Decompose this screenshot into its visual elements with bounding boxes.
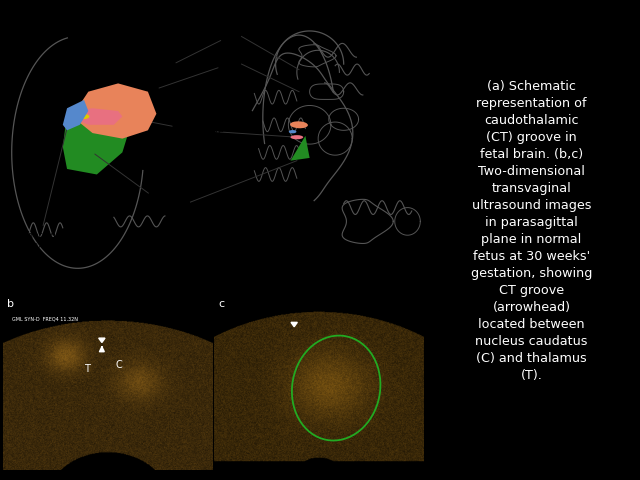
Polygon shape [76,108,122,125]
Text: Thalamus: Thalamus [95,154,182,206]
Polygon shape [63,100,88,131]
Ellipse shape [290,121,308,128]
Text: Nucleus
caudatus: Nucleus caudatus [159,45,250,88]
Text: b: b [8,299,14,309]
Text: (a) Schematic
representation of
caudothalamic
(CT) groove in
fetal brain. (b,c)
: (a) Schematic representation of caudotha… [471,80,592,382]
Ellipse shape [291,135,303,139]
Text: T: T [84,364,90,374]
Text: Lateral
ventricle: Lateral ventricle [176,17,249,63]
Polygon shape [99,338,105,343]
Text: C: C [115,360,122,370]
Polygon shape [76,84,156,139]
Ellipse shape [289,130,296,133]
Text: CT groove: CT groove [125,117,223,136]
Text: c: c [219,299,225,309]
Text: Choroid
plexus: Choroid plexus [22,122,68,251]
Polygon shape [291,136,310,161]
Text: GML SYN-D  FREQ4 11.32N: GML SYN-D FREQ4 11.32N [12,316,77,321]
Text: (a): (a) [8,23,23,33]
Ellipse shape [79,114,90,119]
Polygon shape [291,323,298,327]
Polygon shape [63,97,131,175]
